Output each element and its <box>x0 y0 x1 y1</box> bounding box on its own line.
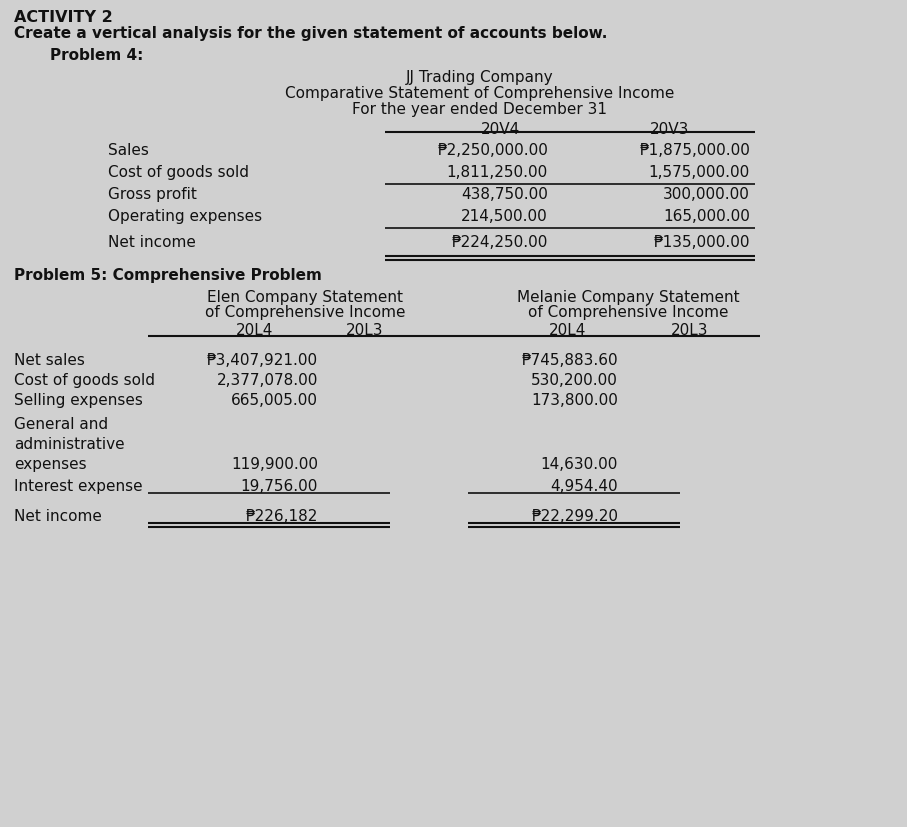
Text: Net income: Net income <box>14 509 102 523</box>
Text: ₱224,250.00: ₱224,250.00 <box>452 235 548 250</box>
Text: 165,000.00: 165,000.00 <box>663 208 750 224</box>
Text: 665,005.00: 665,005.00 <box>231 393 318 408</box>
Text: 173,800.00: 173,800.00 <box>532 393 618 408</box>
Text: Problem 5: Comprehensive Problem: Problem 5: Comprehensive Problem <box>14 268 322 283</box>
Text: of Comprehensive Income: of Comprehensive Income <box>205 304 405 319</box>
Text: ₱22,299.20: ₱22,299.20 <box>531 509 618 523</box>
Text: Selling expenses: Selling expenses <box>14 393 143 408</box>
Text: For the year ended December 31: For the year ended December 31 <box>353 102 608 117</box>
Text: 214,500.00: 214,500.00 <box>462 208 548 224</box>
Text: General and: General and <box>14 417 108 432</box>
Text: Comparative Statement of Comprehensive Income: Comparative Statement of Comprehensive I… <box>286 86 675 101</box>
Text: administrative: administrative <box>14 437 124 452</box>
Text: 438,750.00: 438,750.00 <box>461 187 548 202</box>
Text: expenses: expenses <box>14 457 87 471</box>
Text: Sales: Sales <box>108 143 149 158</box>
Text: Elen Company Statement: Elen Company Statement <box>207 289 403 304</box>
Text: 2,377,078.00: 2,377,078.00 <box>217 372 318 388</box>
Text: 4,954.40: 4,954.40 <box>551 479 618 494</box>
Text: 1,575,000.00: 1,575,000.00 <box>649 165 750 179</box>
Text: 20L4: 20L4 <box>237 323 274 337</box>
Text: 300,000.00: 300,000.00 <box>663 187 750 202</box>
Text: 20V4: 20V4 <box>481 122 520 136</box>
Text: Gross profit: Gross profit <box>108 187 197 202</box>
Text: Problem 4:: Problem 4: <box>50 48 143 63</box>
Text: 14,630.00: 14,630.00 <box>541 457 618 471</box>
Text: 20L4: 20L4 <box>550 323 587 337</box>
Text: ₱3,407,921.00: ₱3,407,921.00 <box>207 352 318 367</box>
Text: ₱226,182: ₱226,182 <box>246 509 318 523</box>
Text: ₱745,883.60: ₱745,883.60 <box>522 352 618 367</box>
Text: 530,200.00: 530,200.00 <box>532 372 618 388</box>
Text: ₱1,875,000.00: ₱1,875,000.00 <box>639 143 750 158</box>
Text: 20L3: 20L3 <box>346 323 384 337</box>
Text: Operating expenses: Operating expenses <box>108 208 262 224</box>
Text: Melanie Company Statement: Melanie Company Statement <box>517 289 739 304</box>
Text: Create a vertical analysis for the given statement of accounts below.: Create a vertical analysis for the given… <box>14 26 608 41</box>
Text: ₱2,250,000.00: ₱2,250,000.00 <box>437 143 548 158</box>
Text: ACTIVITY 2: ACTIVITY 2 <box>14 10 112 25</box>
Text: 20V3: 20V3 <box>650 122 689 136</box>
Text: Net sales: Net sales <box>14 352 85 367</box>
Text: of Comprehensive Income: of Comprehensive Income <box>528 304 728 319</box>
Text: 19,756.00: 19,756.00 <box>240 479 318 494</box>
Text: Cost of goods sold: Cost of goods sold <box>108 165 249 179</box>
Text: 20L3: 20L3 <box>671 323 708 337</box>
Text: 119,900.00: 119,900.00 <box>231 457 318 471</box>
Text: ₱135,000.00: ₱135,000.00 <box>654 235 750 250</box>
Text: Net income: Net income <box>108 235 196 250</box>
Text: JJ Trading Company: JJ Trading Company <box>406 70 554 85</box>
Text: Interest expense: Interest expense <box>14 479 142 494</box>
Text: 1,811,250.00: 1,811,250.00 <box>447 165 548 179</box>
Text: Cost of goods sold: Cost of goods sold <box>14 372 155 388</box>
